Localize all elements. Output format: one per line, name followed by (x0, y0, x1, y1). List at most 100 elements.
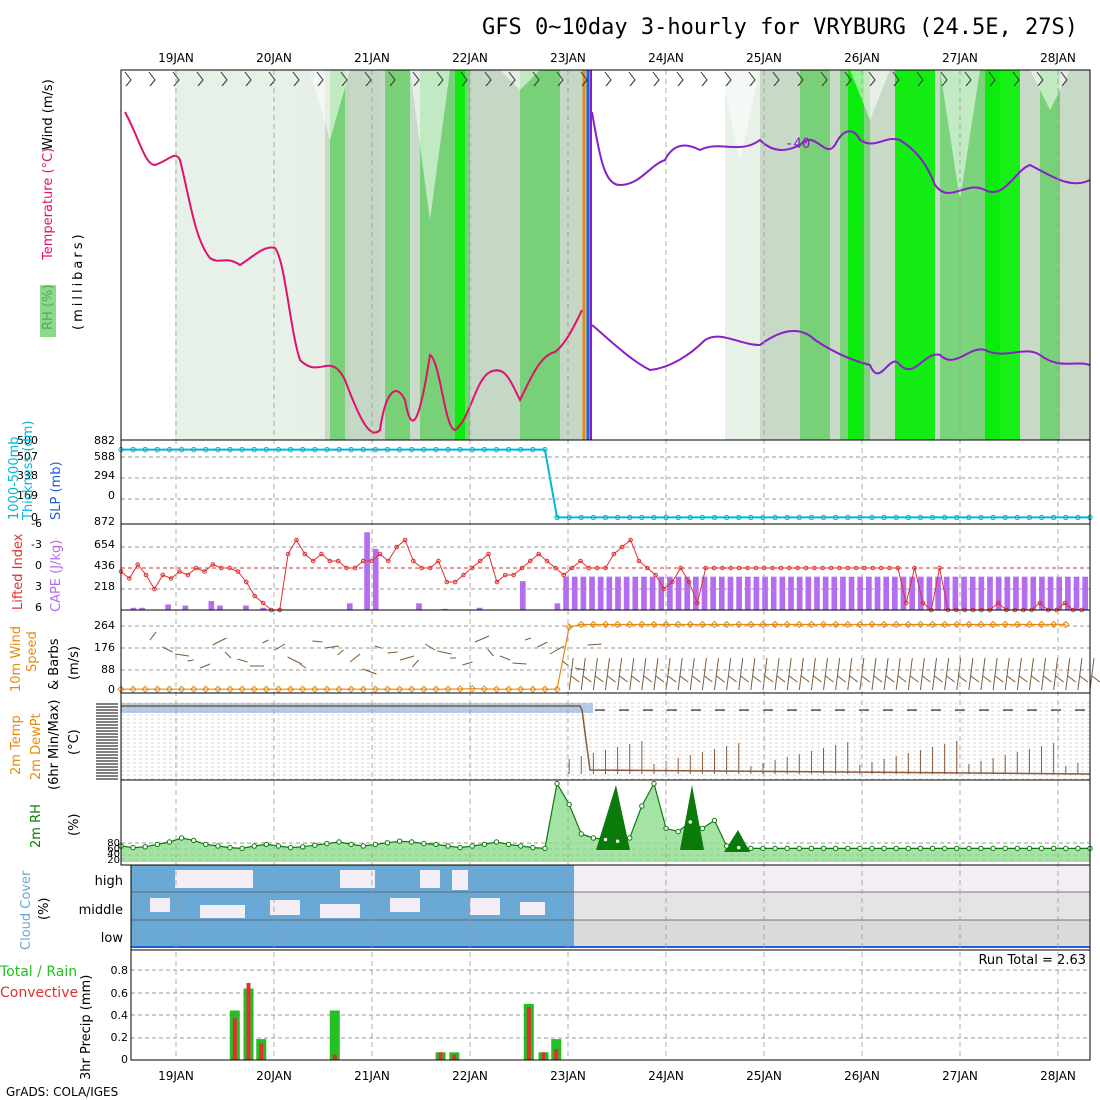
rh2m-point (372, 841, 379, 848)
wind-speed-point (662, 620, 670, 629)
cape-bar (693, 576, 699, 610)
wind-barb (562, 660, 569, 667)
slp-point (396, 446, 403, 453)
rh2m-point (869, 845, 875, 852)
wind-speed-point (783, 620, 791, 629)
rh2m-point (614, 838, 621, 844)
slp-point (711, 514, 718, 521)
cloud-level-label: high (95, 874, 123, 889)
wind-barb-upper (1012, 71, 1020, 87)
slp-point (760, 514, 766, 521)
wind-barb (349, 653, 361, 663)
slp-point (530, 446, 536, 453)
wind-barb-upper (1036, 71, 1044, 87)
cape-bar (883, 576, 890, 610)
wind-barb (537, 641, 548, 648)
wind-barb-upper (892, 71, 900, 87)
cloud-gap (470, 898, 500, 915)
cape-right-tick: 218 (94, 580, 115, 593)
cape-bar (571, 576, 578, 610)
lifted-point (837, 565, 842, 571)
li-left-tick: 0 (35, 559, 42, 572)
rh2m-point (978, 845, 984, 852)
wind-speed-point (177, 685, 186, 693)
slp-point (154, 446, 161, 453)
cape-bar (926, 576, 933, 610)
ylabel-millibars: (millibars) (71, 231, 86, 330)
wind-barb (212, 637, 227, 646)
rh2m-point (312, 842, 318, 848)
wind-barb-strong (738, 657, 750, 691)
cape-bar (165, 604, 171, 610)
cape-bar (182, 605, 189, 610)
wind-barb-strong (714, 657, 725, 691)
top-date-label: 21JAN (354, 51, 390, 65)
cloud-gap (390, 898, 420, 912)
lifted-point (1037, 600, 1043, 606)
cape-bar (779, 576, 786, 610)
lifted-point (553, 565, 558, 571)
bottom-date-label: 22JAN (452, 1069, 488, 1083)
wind-barb-upper (436, 71, 444, 87)
ylabel-lifted: Lifted Index (11, 533, 26, 610)
wind-barb-upper (844, 71, 852, 87)
cape-bar (589, 576, 595, 610)
wind-speed-point (892, 620, 900, 629)
cape-bar (243, 605, 249, 610)
rh2m-point (687, 819, 693, 825)
slp-point (178, 446, 185, 453)
rh2m-point (457, 844, 463, 851)
lifted-point (778, 565, 784, 571)
rh2m-point (396, 838, 403, 844)
rh2m-peak (596, 785, 630, 850)
slp-point (421, 446, 427, 453)
wind-barb-strong (895, 657, 907, 691)
rh-taper (850, 70, 890, 120)
lifted-point (302, 551, 308, 557)
lifted-point (327, 558, 333, 564)
lifted-point (853, 565, 859, 571)
rh2m-point (893, 845, 899, 852)
wind-speed-point (916, 620, 925, 629)
slp-point (566, 514, 572, 521)
ylabel-convective: Convective (0, 985, 78, 1001)
cloud-mid-bg (574, 892, 1090, 920)
lifted-point (252, 593, 257, 599)
wind-speed-point (359, 685, 367, 693)
wind-barb-strong (592, 657, 604, 691)
slp-point (130, 446, 136, 453)
ylabel-wind-unit: (m/s) (67, 646, 82, 680)
slp-point (784, 514, 790, 521)
slp-point (966, 514, 972, 521)
lifted-point (870, 565, 876, 571)
lifted-point (878, 565, 884, 571)
cape-bar (718, 576, 725, 610)
top-date-label: 27JAN (942, 51, 978, 65)
rh2m-point (966, 845, 972, 852)
wind-barb (462, 661, 473, 666)
cape-bar (580, 576, 587, 610)
wind-speed-point (298, 685, 307, 693)
ylabel-temp-unit: (°C) (67, 729, 82, 755)
cape-right-tick: 436 (94, 559, 115, 572)
rh2m-point (530, 844, 536, 851)
lifted-point (427, 565, 433, 571)
rh2m-point (1063, 845, 1069, 852)
upper-air-panel: -40 (121, 70, 1091, 440)
wind-speed-point (420, 685, 428, 693)
lifted-point (419, 565, 425, 571)
wind-barb-strong (932, 657, 943, 691)
lifted-point (678, 565, 683, 571)
top-date-label: 24JAN (648, 51, 684, 65)
lifted-point (411, 558, 416, 564)
wind-speed-point (444, 685, 452, 693)
wind-barb (474, 635, 490, 643)
rh-taper (310, 70, 350, 140)
wind-barb-strong (568, 657, 580, 691)
wind-speed-point (977, 620, 985, 629)
wind-speed-point (529, 685, 537, 693)
ylabel-precip: 3hr Precip (mm) (79, 975, 94, 1080)
lifted-point (770, 565, 775, 571)
cape-bar (416, 603, 422, 610)
wind-barb-strong (629, 657, 641, 691)
